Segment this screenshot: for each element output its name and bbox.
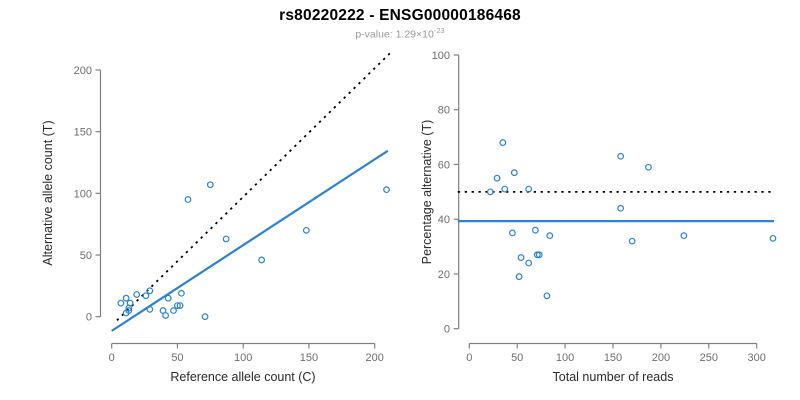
data-point [164, 294, 172, 302]
data-point [122, 309, 130, 317]
data-point [525, 259, 533, 267]
plot-subtitle: p-value: 1.29×10-23 [0, 26, 800, 41]
data-point [486, 188, 494, 196]
y-tick-label: 200 [74, 65, 92, 77]
pvalue-text: p-value: 1.29×10 [355, 28, 434, 41]
data-point [206, 181, 214, 189]
right-x-axis-label: Total number of reads [553, 370, 674, 384]
data-point [222, 235, 230, 243]
data-point [162, 312, 170, 319]
data-point [532, 226, 539, 234]
data-point [146, 305, 154, 313]
identity-reference-line [116, 52, 392, 322]
data-point [117, 299, 125, 307]
data-point [133, 291, 141, 298]
data-point [515, 273, 523, 281]
left-plot: Reference allele count (C) Alternative a… [41, 52, 392, 384]
data-point [258, 256, 266, 264]
x-tick-label: 150 [604, 352, 622, 364]
y-tick-label: 80 [438, 105, 450, 117]
data-point [645, 163, 652, 171]
data-point [177, 289, 185, 297]
data-point [546, 232, 554, 240]
data-point [184, 196, 192, 203]
data-point [517, 254, 525, 261]
left-y-axis-label: Alternative allele count (T) [41, 120, 55, 265]
x-tick-label: 50 [171, 352, 183, 364]
data-point [510, 169, 518, 177]
x-tick-label: 150 [300, 352, 318, 364]
data-point [769, 234, 777, 242]
data-point [525, 185, 533, 193]
x-tick-label: 50 [511, 352, 523, 364]
data-point [535, 251, 543, 259]
data-point [170, 307, 177, 314]
x-tick-label: 250 [700, 352, 718, 364]
data-point [628, 237, 636, 245]
y-tick-label: 60 [438, 159, 450, 171]
plot-title: rs80220222 - ENSG00000186468 [279, 7, 521, 24]
right-plot: Total number of reads Percentage alterna… [420, 50, 777, 384]
y-tick-label: 0 [86, 312, 92, 324]
data-point [201, 313, 209, 321]
data-point [543, 292, 551, 300]
left-x-axis-label: Reference allele count (C) [170, 370, 315, 384]
y-tick-label: 20 [438, 269, 450, 281]
data-point [509, 229, 516, 237]
y-tick-label: 50 [80, 250, 92, 262]
y-tick-label: 0 [444, 324, 450, 336]
x-tick-label: 0 [109, 352, 115, 364]
data-point [142, 292, 150, 300]
data-point [126, 299, 134, 307]
data-point [493, 174, 501, 182]
y-tick-label: 40 [438, 214, 450, 226]
x-tick-label: 100 [556, 352, 574, 364]
data-point [499, 139, 507, 146]
fitted-ratio-line [111, 149, 389, 332]
data-point [122, 294, 130, 302]
data-point [680, 232, 688, 240]
x-tick-label: 100 [234, 352, 252, 364]
data-point [383, 186, 390, 194]
right-y-axis-label: Percentage alternative (T) [420, 120, 434, 265]
pvalue-exponent: -23 [433, 26, 445, 35]
x-tick-label: 200 [652, 352, 670, 364]
x-tick-label: 300 [748, 352, 766, 364]
y-tick-label: 150 [74, 127, 92, 139]
data-point [302, 226, 310, 234]
x-tick-label: 200 [366, 352, 384, 364]
data-point [176, 302, 184, 309]
data-point [617, 152, 625, 160]
x-tick-label: 0 [466, 352, 472, 364]
y-tick-label: 100 [432, 50, 450, 62]
data-point [146, 287, 154, 295]
data-point [617, 204, 625, 212]
data-point [174, 302, 181, 309]
y-tick-label: 100 [74, 188, 92, 200]
data-point [501, 185, 509, 193]
